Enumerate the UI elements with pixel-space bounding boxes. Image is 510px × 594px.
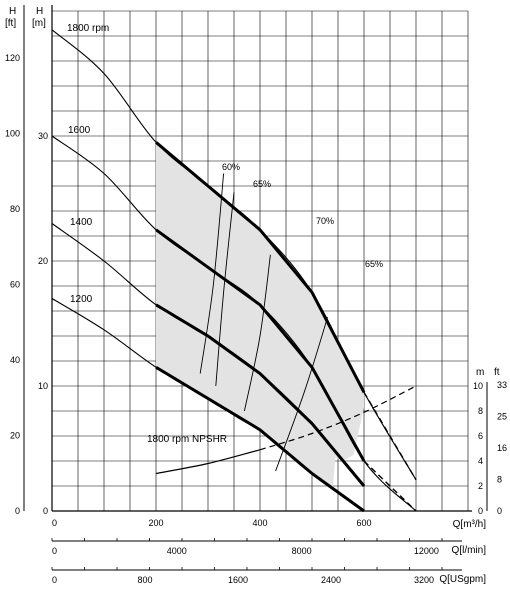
efficiency-line — [275, 317, 329, 472]
head-curve-operating — [155, 303, 366, 487]
h-m-axis-label: H — [36, 6, 43, 17]
h-ft-tick-label: 20 — [10, 431, 20, 441]
efficiency-line — [243, 254, 271, 412]
head-curve-extension — [363, 460, 417, 512]
x-lmin-axis-label: Q[l/min] — [452, 545, 487, 556]
efficiency-label-65a: 65% — [253, 179, 271, 189]
x-usgpm-tick-label: 800 — [137, 575, 152, 585]
npsh-ft-tick-label: 25 — [497, 412, 507, 422]
npsh-ft-tick-label: 8 — [497, 475, 502, 485]
h-ft-tick-label: 40 — [10, 355, 20, 365]
operating-region — [156, 142, 364, 489]
npsh-m-tick-label: 4 — [478, 456, 483, 466]
npshr-curve — [155, 449, 261, 475]
efficiency-line — [215, 192, 235, 387]
x-usgpm-tick-label: 0 — [52, 575, 57, 585]
performance-curves — [51, 29, 417, 513]
h-ft-tick-label: 100 — [5, 129, 20, 139]
h-m-tick-label: 0 — [43, 506, 48, 516]
h-ft-tick-label: 0 — [15, 506, 20, 516]
head-curve-operating — [155, 228, 366, 462]
efficiency-label-70: 70% — [316, 216, 334, 226]
h-ft-axis-unit: [ft] — [5, 18, 16, 29]
h-ft-tick-label: 60 — [10, 280, 20, 290]
head-curve-operating — [155, 141, 366, 393]
npsh-m-axis-label: m — [476, 367, 484, 378]
x-usgpm-axis-label: Q[USgpm] — [439, 574, 486, 585]
x-usgpm-tick-label: 3200 — [414, 575, 434, 585]
series-label-1800: 1800 rpm — [67, 23, 109, 34]
npsh-m-tick-label: 6 — [478, 431, 483, 441]
h-ft-tick-label: 120 — [5, 53, 20, 63]
npsh-ft-tick-label: 33 — [497, 380, 507, 390]
npsh-m-tick-label: 8 — [478, 406, 483, 416]
h-m-tick-label: 30 — [38, 131, 48, 141]
npsh-m-tick-label: 10 — [473, 381, 483, 391]
head-curve-operating — [155, 366, 365, 513]
h-m-tick-label: 20 — [38, 256, 48, 266]
x-usgpm-tick-label: 1600 — [228, 575, 248, 585]
x-m3h-tick-label: 600 — [356, 518, 371, 528]
x-lmin-tick-label: 8000 — [292, 546, 312, 556]
npshr-curve-extension — [259, 385, 417, 451]
x-m3h-tick-label: 0 — [52, 518, 57, 528]
npsh-ft-axis-label: ft — [494, 367, 500, 378]
x-usgpm-tick-label: 2400 — [321, 575, 341, 585]
x-m3h-axis-label: Q[m³/h] — [453, 519, 487, 530]
series-label-1400: 1400 — [70, 217, 93, 228]
series-label-1600: 1600 — [68, 125, 91, 136]
x-lmin-tick-label: 0 — [52, 546, 57, 556]
series-label-1200: 1200 — [70, 294, 93, 305]
npsh-ft-tick-label: 16 — [497, 443, 507, 453]
efficiency-label-60: 60% — [222, 162, 240, 172]
npsh-m-tick-label: 2 — [478, 481, 483, 491]
x-lmin-tick-label: 12000 — [414, 546, 439, 556]
x-m3h-tick-label: 400 — [252, 518, 267, 528]
x-lmin-tick-label: 4000 — [167, 546, 187, 556]
h-ft-axis-label: H — [9, 6, 16, 17]
x-m3h-tick-label: 200 — [148, 518, 163, 528]
head-curve-extension — [363, 391, 417, 481]
series-label-npshr: 1800 rpm NPSHR — [147, 434, 227, 445]
h-m-tick-label: 10 — [38, 381, 48, 391]
h-ft-tick-label: 80 — [10, 204, 20, 214]
npsh-ft-tick-label: 0 — [497, 506, 502, 516]
npsh-m-tick-label: 0 — [478, 506, 483, 516]
efficiency-label-65b: 65% — [365, 259, 383, 269]
h-m-axis-unit: [m] — [32, 18, 46, 29]
